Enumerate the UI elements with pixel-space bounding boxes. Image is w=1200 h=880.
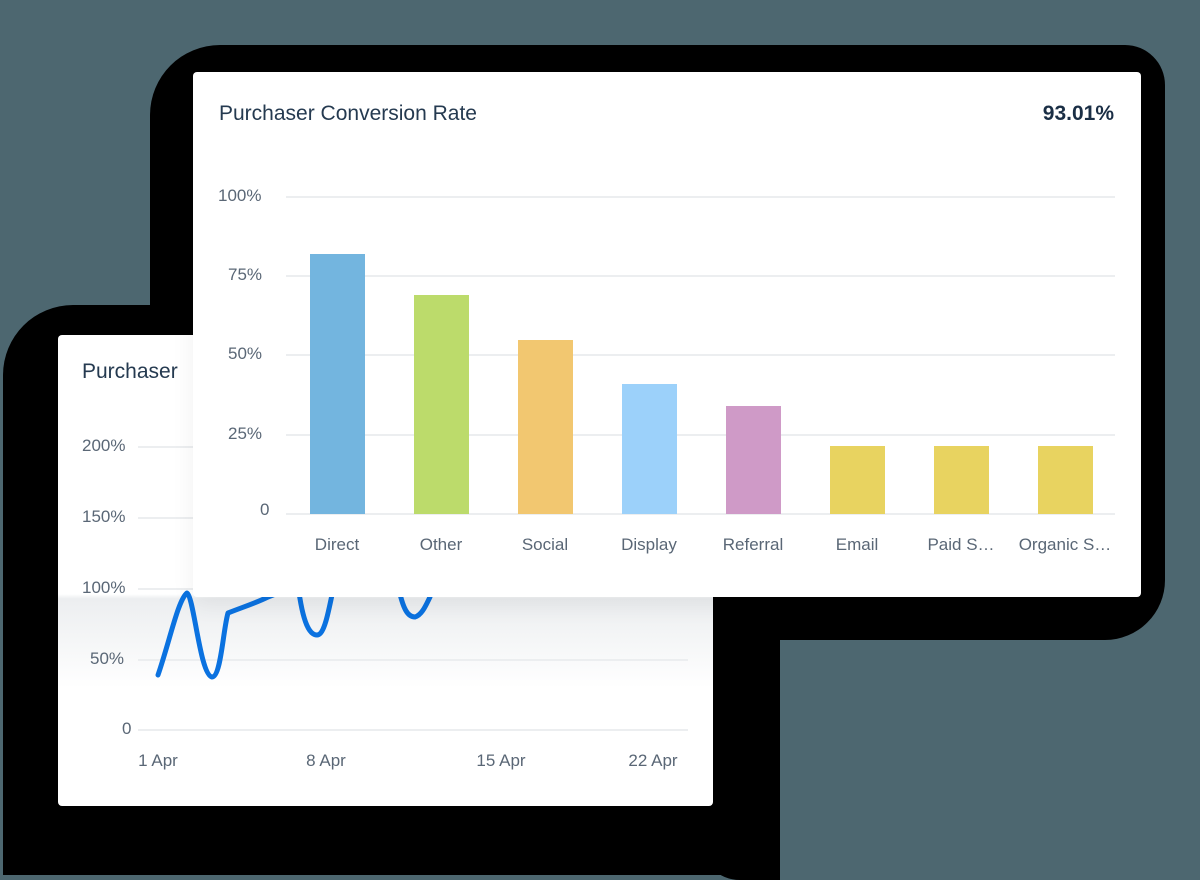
x-tick: 1 Apr [138, 751, 178, 770]
gridline [138, 659, 688, 661]
x-tick: 8 Apr [306, 751, 346, 770]
x-tick: 15 Apr [476, 751, 526, 770]
x-axis-label: Direct [314, 535, 360, 554]
y-tick: 0 [260, 500, 270, 519]
y-tick: 75% [228, 265, 263, 284]
bar-paid-s[interactable] [933, 445, 989, 514]
x-axis-label: Organic S… [1018, 535, 1112, 554]
line-chart-title: Purchaser [82, 360, 178, 383]
conversion-rate-value: 93.01% [1042, 102, 1114, 125]
bar-display[interactable] [621, 384, 677, 514]
bar-email[interactable] [829, 445, 885, 514]
gridline [286, 354, 1115, 356]
bar-chart-card: Purchaser Conversion Rate 93.01% 100% 75… [193, 72, 1141, 597]
line-series [155, 582, 433, 680]
gridline [286, 434, 1115, 436]
y-tick: 50% [90, 649, 125, 668]
y-tick: 50% [228, 344, 263, 363]
x-axis-label: Display [621, 535, 677, 554]
x-axis-label: Other [419, 535, 463, 554]
x-axis-label: Paid S… [927, 535, 995, 554]
y-tick: 100% [82, 578, 126, 597]
y-tick: 150% [82, 507, 126, 526]
bar-direct[interactable] [309, 254, 365, 514]
x-axis-label: Social [521, 535, 569, 554]
bar-social[interactable] [517, 339, 573, 514]
gridline [286, 275, 1115, 277]
bar-other[interactable] [413, 295, 469, 514]
gridline [286, 196, 1115, 198]
y-tick: 100% [218, 186, 262, 205]
x-axis-label: Email [835, 535, 879, 554]
bar-referral[interactable] [725, 406, 781, 514]
y-tick: 200% [82, 436, 126, 455]
x-tick: 22 Apr [628, 751, 678, 770]
gridline [138, 729, 688, 731]
y-tick: 25% [228, 424, 263, 443]
bar-organic-s[interactable] [1037, 445, 1093, 514]
x-axis-label: Referral [722, 535, 784, 554]
y-tick: 0 [122, 719, 132, 738]
card-shadow [700, 560, 780, 880]
bar-chart-title: Purchaser Conversion Rate [219, 102, 477, 125]
gridline [286, 513, 1115, 515]
